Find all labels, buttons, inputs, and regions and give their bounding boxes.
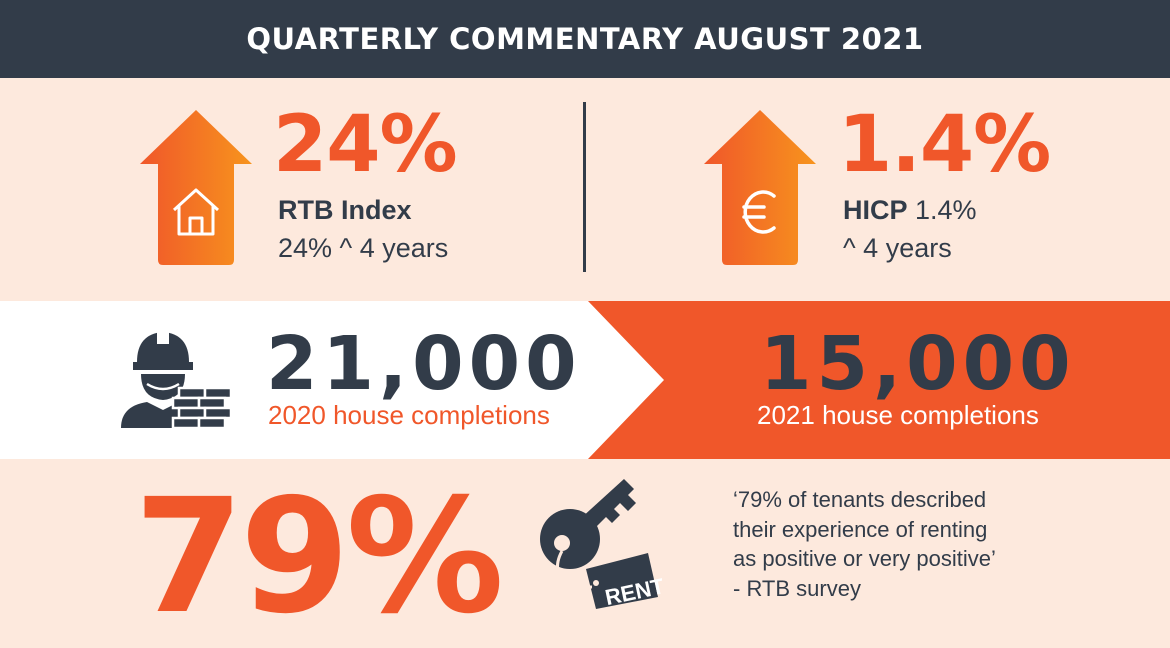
up-arrow-icon xyxy=(704,110,816,265)
header-bar: QUARTERLY COMMENTARY AUGUST 2021 xyxy=(0,0,1170,78)
house-icon xyxy=(172,188,220,236)
divider xyxy=(583,102,586,272)
rtb-index-value: 24% xyxy=(273,100,458,190)
orange-chevron-band xyxy=(588,301,1170,459)
page-title: QUARTERLY COMMENTARY AUGUST 2021 xyxy=(246,22,924,56)
completions-2021-caption: 2021 house completions xyxy=(757,400,1039,430)
completions-2020-value: 21,000 xyxy=(266,321,582,407)
hicp-value: 1.4% xyxy=(838,100,1051,190)
completions-2021-value: 15,000 xyxy=(760,321,1076,407)
up-arrow-icon xyxy=(140,110,252,265)
rtb-index-label: RTB Index 24% ^ 4 years xyxy=(278,192,448,268)
survey-quote: ‘79% of tenants described their experien… xyxy=(733,485,1053,604)
completions-row: 21,000 2020 house completions 15,000 202… xyxy=(0,301,1170,459)
construction-worker-icon xyxy=(121,330,233,430)
rent-key-icon: RENT xyxy=(540,479,662,609)
hicp-title: HICP xyxy=(843,195,908,225)
completions-2020-caption: 2020 house completions xyxy=(268,400,550,430)
hicp-label: HICP 1.4% ^ 4 years xyxy=(843,192,977,268)
hicp-rate: 1.4% xyxy=(907,195,977,225)
hicp-subtitle: ^ 4 years xyxy=(843,232,952,263)
quote-line: their experience of renting xyxy=(733,516,988,542)
quote-line: ‘79% of tenants described xyxy=(733,487,987,512)
rtb-index-title: RTB Index xyxy=(278,195,412,225)
quote-source: - RTB survey xyxy=(733,576,861,602)
index-row: 24% RTB Index 24% ^ 4 years 1.4% HICP 1 xyxy=(0,78,1170,301)
satisfaction-value: 79% xyxy=(134,465,504,648)
rtb-index-subtitle: 24% ^ 4 years xyxy=(278,232,449,263)
euro-icon xyxy=(742,190,776,234)
survey-row: 79% RENT ‘79% of tenants described their… xyxy=(0,459,1170,648)
quote-line: as positive or very positive’ xyxy=(733,546,996,572)
